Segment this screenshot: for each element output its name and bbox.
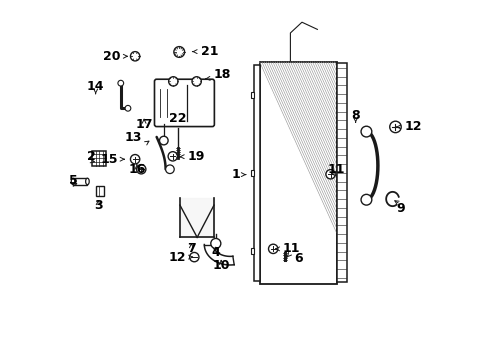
Text: 22: 22 (168, 112, 186, 125)
Circle shape (360, 194, 371, 205)
Text: 12: 12 (168, 251, 186, 264)
Ellipse shape (71, 178, 75, 185)
Ellipse shape (85, 178, 89, 185)
Circle shape (189, 252, 199, 262)
Text: 2: 2 (86, 150, 95, 163)
Text: 14: 14 (87, 80, 104, 93)
Text: 16: 16 (128, 163, 145, 176)
Circle shape (168, 152, 177, 161)
Circle shape (136, 165, 145, 174)
Text: 11: 11 (326, 163, 344, 176)
Text: 9: 9 (395, 202, 404, 215)
Circle shape (165, 165, 174, 174)
Polygon shape (180, 198, 214, 237)
Text: 15: 15 (101, 153, 118, 166)
Text: 17: 17 (135, 118, 153, 131)
Text: 8: 8 (351, 109, 359, 122)
Circle shape (360, 126, 371, 137)
Text: 5: 5 (69, 174, 78, 186)
Circle shape (159, 136, 168, 145)
Circle shape (210, 238, 221, 248)
Circle shape (389, 121, 400, 133)
Bar (250, 92, 253, 98)
Text: 19: 19 (187, 150, 205, 163)
Bar (259, 62, 336, 284)
Bar (73, 178, 87, 185)
Text: 21: 21 (201, 45, 218, 58)
Text: 13: 13 (124, 131, 142, 144)
Text: 6: 6 (294, 252, 303, 265)
Circle shape (130, 154, 140, 164)
Text: 11: 11 (282, 242, 299, 255)
Bar (250, 248, 253, 253)
Text: 3: 3 (94, 199, 102, 212)
Text: 10: 10 (212, 259, 229, 272)
Circle shape (325, 170, 335, 179)
Text: 20: 20 (103, 50, 121, 63)
Bar (250, 170, 253, 176)
Text: 12: 12 (403, 121, 421, 134)
FancyBboxPatch shape (154, 79, 214, 127)
Bar (253, 64, 259, 281)
Circle shape (118, 80, 123, 86)
Text: 18: 18 (214, 68, 231, 81)
Bar (92, 150, 106, 166)
Text: 4: 4 (211, 246, 220, 259)
Bar (96, 186, 103, 196)
Bar (336, 63, 346, 282)
Circle shape (125, 105, 131, 111)
Circle shape (268, 244, 277, 253)
Circle shape (192, 77, 201, 86)
Text: 7: 7 (187, 242, 195, 255)
Text: 1: 1 (231, 168, 240, 181)
Circle shape (174, 46, 184, 57)
Circle shape (130, 51, 140, 61)
Circle shape (168, 77, 178, 86)
